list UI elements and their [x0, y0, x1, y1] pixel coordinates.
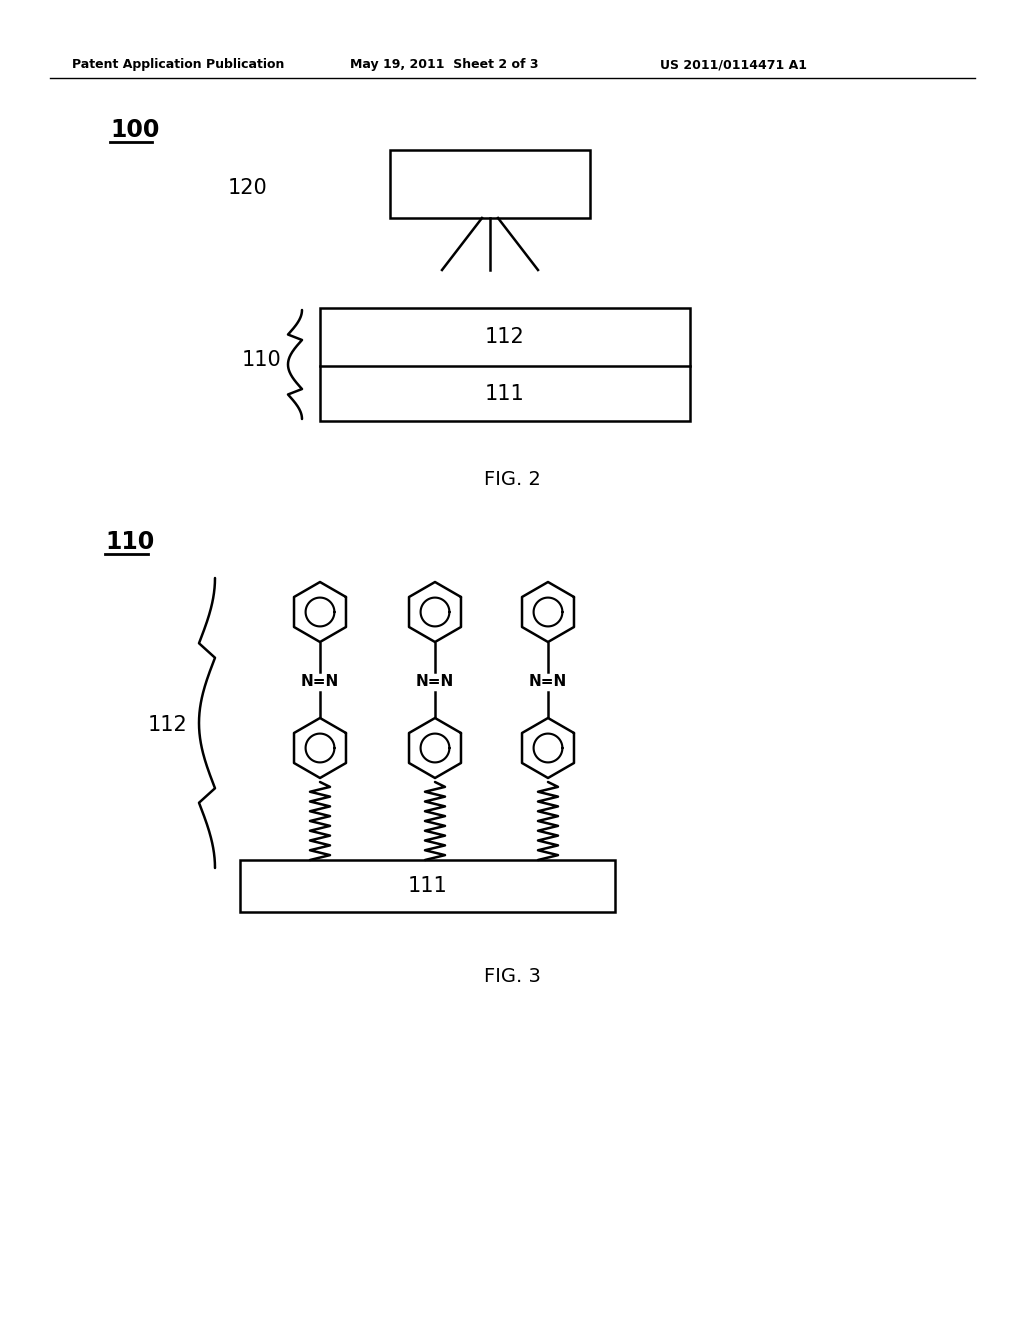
Text: 112: 112 — [148, 715, 187, 735]
Text: 110: 110 — [242, 350, 282, 370]
Bar — [240, 861, 615, 912]
Text: 112: 112 — [485, 327, 525, 347]
Text: May 19, 2011  Sheet 2 of 3: May 19, 2011 Sheet 2 of 3 — [350, 58, 539, 71]
Text: 110: 110 — [105, 531, 155, 554]
Text: N=N: N=N — [416, 675, 454, 689]
Text: Patent Application Publication: Patent Application Publication — [72, 58, 285, 71]
Text: N=N: N=N — [528, 675, 567, 689]
Text: 100: 100 — [110, 117, 160, 143]
Text: US 2011/0114471 A1: US 2011/0114471 A1 — [660, 58, 807, 71]
Text: N=N: N=N — [301, 675, 339, 689]
Text: FIG. 2: FIG. 2 — [483, 470, 541, 488]
Text: 120: 120 — [228, 178, 267, 198]
Text: 111: 111 — [408, 876, 447, 896]
Bar — [390, 150, 590, 218]
Text: FIG. 3: FIG. 3 — [483, 968, 541, 986]
Text: 111: 111 — [485, 384, 525, 404]
Bar — [319, 308, 690, 421]
